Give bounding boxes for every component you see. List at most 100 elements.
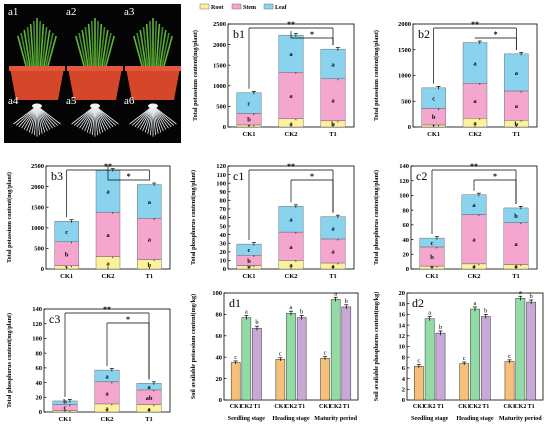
leaf-blade <box>29 23 35 74</box>
significance-letter: b <box>255 319 258 326</box>
bar-ck1 <box>414 366 424 401</box>
root-strand <box>13 105 38 125</box>
y-axis-label: Soil available phosphorus content(mg/kg) <box>373 292 380 402</box>
pot-rim <box>9 66 65 71</box>
legend-swatch-leaf <box>263 3 274 10</box>
y-axis-label: Total phosphorus content(mg/plant) <box>190 170 197 265</box>
legend-swatch-stem <box>231 3 242 10</box>
root-strand <box>144 105 154 133</box>
y-tick-label: 2500 <box>31 163 44 170</box>
root-strand <box>152 105 156 136</box>
root-strand <box>36 105 53 129</box>
root-strand <box>131 105 154 126</box>
x-tick-label: T1 <box>253 404 260 410</box>
significance-stars: * <box>310 30 314 39</box>
x-tick-label: CK2 <box>469 404 481 410</box>
y-tick-label: 1500 <box>398 47 411 54</box>
x-tick-label: CK1 <box>458 404 470 410</box>
significance-letter: a <box>245 308 248 315</box>
y-tick-label: 140 <box>399 163 409 170</box>
root-strand <box>94 105 98 136</box>
x-tick-label: T1 <box>343 404 350 410</box>
root-strand <box>36 105 51 130</box>
y-tick-label: 80 <box>220 198 227 205</box>
y-tick-label: 20 <box>36 394 43 401</box>
group-label: Maturity period <box>499 415 542 422</box>
significance-letter: b <box>247 258 251 265</box>
y-tick-label: 50 <box>220 223 227 230</box>
y-tick-label: 0 <box>406 266 409 273</box>
root-strand <box>36 105 61 125</box>
x-tick-label: CK1 <box>427 131 440 138</box>
y-tick-label: 0 <box>223 124 226 131</box>
chart-d1: 0 20 40 60 80 100 Soil available potassium con… <box>190 290 359 422</box>
root-strand <box>94 105 114 128</box>
x-tick-label: CK2 <box>285 131 298 138</box>
significance-letter: a <box>472 202 476 209</box>
panel-label-c1: c1 <box>233 169 244 183</box>
y-tick-label: 2500 <box>213 21 226 28</box>
root-strand <box>94 105 104 133</box>
root-strand <box>92 105 96 136</box>
bar-segment-leaf <box>503 207 529 223</box>
leaf-blade <box>33 20 37 74</box>
root-strand <box>94 105 111 129</box>
significance-letter: c <box>248 101 251 108</box>
bar-ck1 <box>504 361 515 401</box>
bar-segment-stem <box>278 231 304 261</box>
x-tick-label: T1 <box>482 404 489 410</box>
significance-letter: a <box>514 263 518 270</box>
significance-stars: ** <box>471 20 479 29</box>
group-label: Maturity period <box>314 415 357 422</box>
x-tick-label: CK1 <box>243 131 256 138</box>
significance-letter: b <box>148 262 152 269</box>
significance-letter: a <box>473 98 477 105</box>
bar-segment-leaf <box>94 369 120 383</box>
root-strand <box>129 105 154 125</box>
pot <box>68 68 122 100</box>
significance-letter: a <box>148 236 152 243</box>
leaf-blade <box>142 26 150 74</box>
significance-letter: a <box>106 260 110 267</box>
y-tick-label: 40 <box>220 232 227 239</box>
significance-letter: a <box>289 244 293 251</box>
group-label: Heading stage <box>272 415 310 422</box>
x-tick-label: CK2 <box>102 273 115 280</box>
root-strand <box>142 105 154 132</box>
leaf-blade <box>26 26 34 74</box>
y-axis-label: Total potassium content(mg/plant) <box>6 172 13 263</box>
bar-segment-stem <box>461 214 487 265</box>
significance-letter: c <box>234 354 237 361</box>
root-strand <box>28 105 38 133</box>
bar-ck1 <box>459 363 470 401</box>
significance-letter: a <box>106 189 110 196</box>
y-tick-label: 20 <box>399 290 406 297</box>
bar-t1 <box>526 301 536 401</box>
root-strand <box>147 105 154 134</box>
x-tick-label: CK2 <box>285 273 298 280</box>
root-strand <box>18 105 38 128</box>
significance-letter: b <box>345 298 348 305</box>
leaf-blade <box>23 29 32 74</box>
significance-letter: b <box>63 399 67 406</box>
y-tick-label: 100 <box>399 193 409 200</box>
leaf-blade <box>156 26 164 74</box>
y-tick-label: 80 <box>216 312 223 319</box>
significance-letter: a <box>474 300 477 307</box>
significance-letter: b <box>530 293 533 300</box>
x-tick-label: T1 <box>146 273 154 280</box>
significance-stars: ** <box>287 162 295 171</box>
chart-c2: 0 20 40 60 80 100 120 140 Total phosphorus conte… <box>373 162 538 280</box>
y-tick-label: 12 <box>399 333 406 340</box>
x-tick-label: T1 <box>298 404 305 410</box>
bar-segment-stem <box>320 238 346 264</box>
significance-letter: c <box>508 353 511 360</box>
bar-segment-leaf <box>236 92 262 114</box>
y-tick-label: 60 <box>36 365 43 372</box>
significance-letter: b <box>430 254 434 261</box>
legend-label-leaf: Leaf <box>275 5 288 11</box>
significance-letter: a <box>289 120 293 127</box>
significance-letter: c <box>463 355 466 362</box>
root-strand <box>71 105 96 125</box>
